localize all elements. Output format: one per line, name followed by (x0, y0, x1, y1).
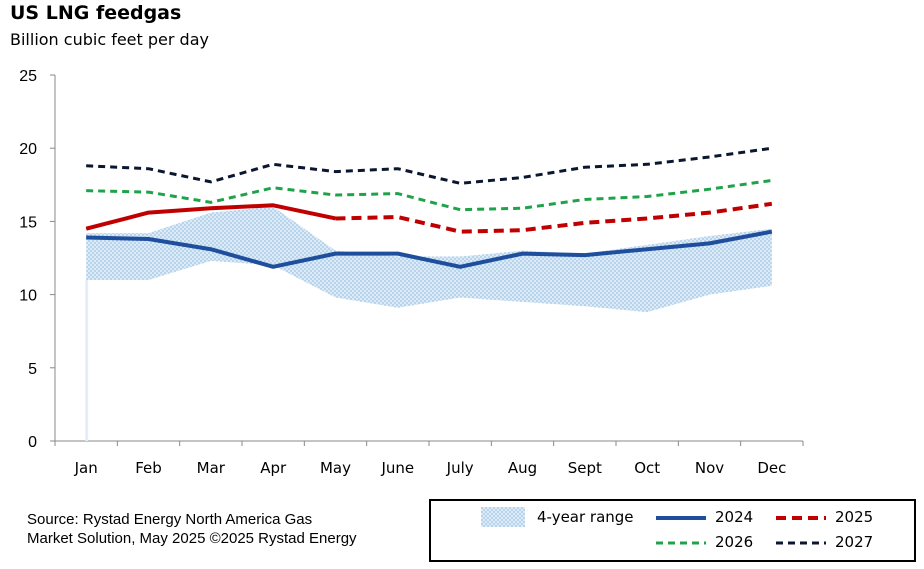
x-tick-label: May (320, 459, 351, 477)
x-tick-label: Dec (757, 459, 786, 477)
legend-label-2024: 2024 (715, 508, 754, 526)
series-2027-line (86, 146, 773, 185)
y-tick-label: 0 (28, 434, 37, 451)
legend-swatch-range (481, 507, 525, 527)
series-2024-line (86, 229, 773, 269)
y-tick-label: 25 (19, 68, 37, 85)
x-tick-label: Apr (260, 459, 287, 477)
range-band-edge (85, 279, 89, 441)
series-2025-forecast-line (335, 201, 773, 234)
y-tick-label: 10 (19, 288, 37, 305)
y-tick-label: 15 (19, 214, 37, 231)
y-tick-label: 5 (28, 361, 37, 378)
x-tick-label: Mar (197, 459, 226, 477)
x-tick-label: Sept (568, 459, 602, 477)
series-2026-line (86, 178, 773, 212)
x-tick-label: July (446, 459, 474, 477)
legend-label-range: 4-year range (537, 508, 634, 526)
chart-area: 0 5 10 15 20 25 Jan Feb Mar Apr May June July Aug Sept… (19, 68, 804, 477)
legend: 4-year range 2024 2025 2026 2027 (429, 499, 916, 562)
legend-label-2026: 2026 (715, 533, 754, 551)
chart-title: US LNG feedgas (10, 2, 182, 24)
legend-label-2027: 2027 (835, 533, 874, 551)
x-tick-label: Jan (74, 459, 98, 477)
y-tick-label: 20 (19, 141, 37, 158)
legend-swatches (481, 507, 826, 545)
chart-subtitle: Billion cubic feet per day (10, 30, 209, 49)
x-tick-label: Nov (695, 459, 724, 477)
source-line-2: Market Solution, May 2025 ©2025 Rystad E… (27, 530, 357, 547)
x-tick-label: June (380, 459, 414, 477)
x-tick-label: Aug (508, 459, 537, 477)
source-note: Source: Rystad Energy North America Gas … (27, 510, 407, 548)
x-tick-label: Oct (634, 459, 660, 477)
source-line-1: Source: Rystad Energy North America Gas (27, 511, 313, 528)
x-tick-label: Feb (135, 459, 162, 477)
legend-label-2025: 2025 (835, 508, 874, 526)
